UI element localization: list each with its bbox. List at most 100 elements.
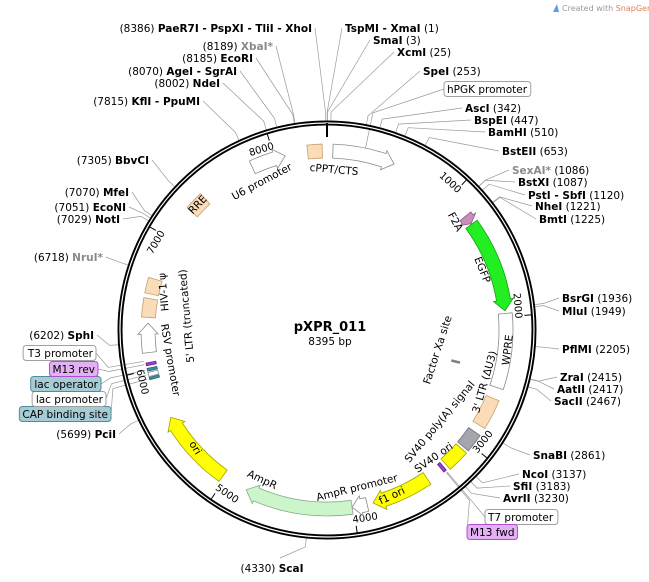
feature-callout-lac-operator[interactable]: lac operator (30, 376, 102, 392)
site-position: (8189) (203, 41, 238, 53)
site-zrai[interactable]: ZraI (2415) (560, 372, 622, 384)
site-psti-sbfi[interactable]: PstI - SbfI (1120) (528, 190, 624, 202)
site-name: SexAI* (512, 165, 551, 177)
feature-factor-xa-site[interactable] (451, 359, 461, 364)
site-econi[interactable]: (7051) EcoNI (54, 202, 126, 214)
site-pflmi[interactable]: PflMI (2205) (562, 344, 630, 356)
site-sphi[interactable]: (6202) SphI (29, 330, 94, 342)
site-name: MluI (562, 306, 587, 318)
site-position: (3137) (551, 469, 586, 481)
leader-line (475, 473, 520, 484)
leader-line (105, 256, 129, 266)
site-name: NcoI (522, 469, 548, 481)
site-position: (8070) (128, 66, 163, 78)
site-label: AvrII (3230) (503, 493, 569, 505)
feature-lac-operator[interactable] (146, 365, 158, 372)
feature-3-ltr-u3[interactable] (472, 394, 500, 430)
site-name: AatII (557, 384, 585, 396)
site-bstxi[interactable]: BstXI (1087) (518, 177, 588, 189)
site-position: (3) (406, 35, 421, 47)
site-position: (7305) (77, 155, 112, 167)
site-aatii[interactable]: AatII (2417) (557, 384, 623, 396)
site-label: MluI (1949) (562, 306, 626, 318)
feature-f1-ori[interactable] (372, 472, 432, 511)
site-bsrgi[interactable]: BsrGI (1936) (562, 293, 632, 305)
site-label: (8386) PaeR7I - PspXI - TliI - XhoI (120, 23, 312, 35)
site-bspei[interactable]: BspEI (447) (474, 115, 538, 127)
feature-rsv-promoter[interactable] (137, 322, 159, 354)
leader-line (110, 378, 148, 415)
feature-hiv-1[interactable] (144, 276, 163, 297)
feature-rre[interactable] (186, 193, 211, 218)
site-ecori[interactable]: (8185) EcoRI (182, 53, 253, 65)
site-position: (1120) (589, 190, 624, 202)
feature-wpre[interactable] (489, 312, 514, 391)
plasmid-name: pXPR_011 (294, 320, 367, 335)
site-scai[interactable]: (4330) ScaI (240, 563, 303, 575)
feature-egfp[interactable] (465, 219, 515, 312)
site-bbvci[interactable]: (7305) BbvCI (77, 155, 149, 167)
feature-callout-t7-promoter[interactable]: T7 promoter (484, 509, 559, 525)
site-mfei[interactable]: (7070) MfeI (65, 187, 129, 199)
callout-label: hPGK promoter (447, 84, 528, 96)
site-agei-sgrai[interactable]: (8070) AgeI - SgrAI (128, 66, 237, 78)
site-name: KflI - PpuMI (131, 96, 200, 108)
tick-label: 1000 (437, 170, 463, 195)
site-nhei[interactable]: NheI (1221) (535, 201, 601, 213)
feature-u6-promoter[interactable] (248, 148, 286, 175)
feature-ori[interactable] (167, 416, 228, 483)
feature-lac-promoter[interactable] (147, 369, 160, 377)
feature-callout-m13-fwd[interactable]: M13 fwd (466, 524, 519, 540)
site-asci[interactable]: AscI (342) (465, 103, 521, 115)
feature-f2a[interactable] (458, 211, 477, 227)
site-noti[interactable]: (7029) NotI (57, 214, 120, 226)
site-ncoi[interactable]: NcoI (3137) (522, 469, 586, 481)
feature-callout-t3-promoter[interactable]: T3 promoter (22, 345, 97, 361)
feature-hpgk-promoter[interactable] (332, 143, 395, 171)
site-bmti[interactable]: BmtI (1225) (539, 214, 605, 226)
site-bamhi[interactable]: BamHI (510) (488, 127, 558, 139)
site-label: (6202) SphI (29, 330, 94, 342)
feature-callout-m13-rev[interactable]: M13 rev (48, 361, 99, 377)
site-label: (7029) NotI (57, 214, 120, 226)
leader-line (478, 179, 516, 187)
site-nrui[interactable]: (6718) NruI* (34, 252, 104, 264)
site-xbai[interactable]: (8189) XbaI* (203, 41, 274, 53)
site-name: SacII (554, 396, 583, 408)
tick-mark (481, 453, 488, 459)
site-xcmi[interactable]: XcmI (25) (397, 47, 451, 59)
site-sfii[interactable]: SfiI (3183) (513, 481, 571, 493)
feature-ampr-promoter[interactable] (351, 494, 370, 517)
leader-line (446, 472, 470, 533)
site-pcii[interactable]: (5699) PciI (56, 429, 116, 441)
site-spei[interactable]: SpeI (253) (423, 66, 481, 78)
feature-5-ltr-truncated[interactable] (141, 297, 159, 319)
site-sacii[interactable]: SacII (2467) (554, 396, 621, 408)
feature-sv40-ori[interactable] (440, 443, 468, 470)
site-ndei[interactable]: (8002) NdeI (154, 78, 220, 90)
site-kfli-ppumi[interactable]: (7815) KflI - PpuMI (93, 96, 200, 108)
feature-sv40-poly-a-signal[interactable] (457, 427, 481, 452)
leader-line (492, 196, 533, 207)
leader-line (118, 420, 139, 435)
site-sexai[interactable]: SexAI* (1086) (512, 165, 589, 177)
feature-m13-fwd[interactable] (436, 461, 447, 473)
site-smai[interactable]: SmaI (3) (373, 35, 421, 47)
site-snabi[interactable]: SnaBI (2861) (533, 450, 605, 462)
feature-ampr[interactable] (245, 484, 354, 517)
site-avrii[interactable]: AvrII (3230) (503, 493, 569, 505)
feature-cppt-cts[interactable] (306, 143, 323, 160)
feature-cap-binding-site[interactable] (148, 374, 160, 381)
site-mlui[interactable]: MluI (1949) (562, 306, 626, 318)
site-tspmi-xmai[interactable]: TspMI - XmaI (1) (345, 23, 439, 35)
feature-callout-lac-promoter[interactable]: lac promoter (31, 391, 107, 407)
feature-m13-rev[interactable] (145, 360, 157, 367)
feature-callout-cap-binding-site[interactable]: CAP binding site (18, 406, 112, 422)
site-bsteii[interactable]: BstEII (653) (502, 146, 568, 158)
feature-label: HIV-1 ψ (156, 272, 171, 311)
feature-label: WPRE (500, 334, 516, 366)
leader-line (279, 537, 307, 559)
site-paer7i-pspxi-tlii-xhoi[interactable]: (8386) PaeR7I - PspXI - TliI - XhoI (120, 23, 312, 35)
feature-callout-hpgk-promoter[interactable]: hPGK promoter (443, 81, 532, 97)
leader-line (502, 442, 531, 456)
